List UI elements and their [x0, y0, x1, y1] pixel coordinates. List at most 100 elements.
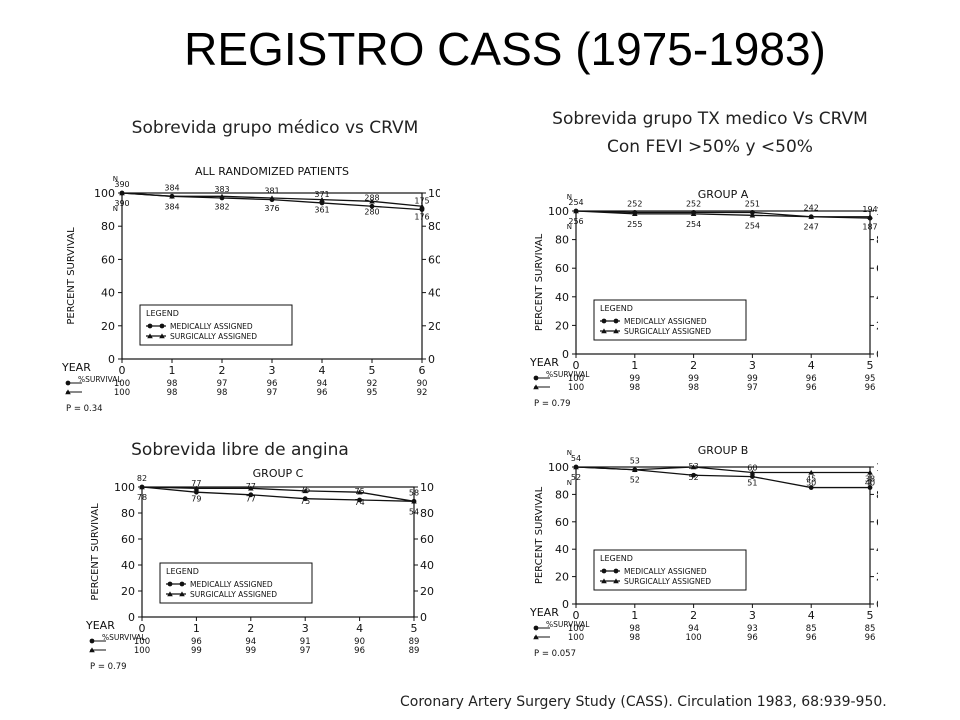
- n-count-medical: 252: [627, 199, 642, 208]
- y-tick-label-left: 40: [555, 543, 569, 556]
- survival-label: %SURVIVAL: [546, 620, 590, 629]
- p-value: P = 0.79: [90, 662, 127, 670]
- n-count-surgical: 78: [137, 493, 147, 502]
- data-point-surgical: [356, 489, 363, 495]
- survival-row-key-marker: [533, 634, 539, 640]
- x-tick-label: 4: [808, 359, 815, 372]
- survival-row-key-marker: [533, 625, 539, 631]
- survival-value-medical: 89: [409, 637, 420, 647]
- data-point-surgical: [808, 214, 814, 219]
- data-point-surgical: [193, 485, 200, 491]
- survival-value-medical: 99: [688, 374, 699, 384]
- series-line-surgical: [141, 486, 415, 502]
- survival-value-medical: 99: [629, 374, 640, 384]
- survival-row-key-marker: [533, 384, 539, 390]
- citation: Coronary Artery Surgery Study (CASS). Ci…: [400, 694, 887, 710]
- data-point-medical: [302, 496, 308, 502]
- data-point-surgical: [139, 484, 145, 490]
- caption-medical-vs-crvm: Sobrevida grupo médico vs CRVM: [131, 118, 419, 138]
- data-point-medical: [248, 492, 254, 498]
- y-tick-label-right: 0: [876, 348, 878, 361]
- x-tick-label: 5: [369, 364, 376, 377]
- y-tick-label-left: 0: [562, 348, 569, 361]
- n-count-surgical: 54: [409, 507, 419, 516]
- x-tick-label: 1: [193, 622, 200, 635]
- data-point-surgical: [302, 488, 308, 494]
- x-tick-label: 0: [573, 359, 580, 372]
- y-tick-label-right: 20: [428, 320, 440, 333]
- survival-value-surgical: 89: [409, 646, 420, 656]
- y-axis-label: PERCENT SURVIVAL: [534, 486, 545, 584]
- survival-value-medical: 85: [865, 624, 876, 634]
- legend-marker: [613, 568, 619, 574]
- n-count-surgical: 256: [568, 217, 583, 226]
- x-tick-label: 1: [631, 609, 638, 622]
- survival-value-surgical: 92: [417, 388, 428, 398]
- chart-svg: GROUP A002020404060608080100100PERCENT S…: [529, 188, 878, 409]
- chart-group-a: GROUP A002020404060608080100100PERCENT S…: [528, 186, 878, 416]
- x-tick-label: 3: [749, 359, 756, 372]
- legend-box: [593, 299, 747, 341]
- n-count-medical: 77: [191, 479, 201, 488]
- n-count-surgical: 79: [191, 494, 201, 503]
- y-tick-label-left: 0: [562, 598, 569, 611]
- data-point-surgical: [411, 498, 417, 504]
- n-count-surgical: 75: [300, 497, 310, 506]
- y-tick-label-left: 20: [121, 585, 135, 598]
- data-point-surgical: [573, 464, 579, 470]
- data-point-surgical: [690, 211, 697, 217]
- legend-marker: [601, 578, 607, 584]
- legend-entry: MEDICALLY ASSIGNED: [190, 580, 273, 589]
- survival-value-surgical: 98: [629, 383, 640, 393]
- n-count-surgical: 52: [689, 473, 699, 482]
- y-tick-label-right: 100: [420, 481, 434, 494]
- survival-row-key-marker: [65, 380, 71, 386]
- y-tick-label-right: 0: [420, 611, 427, 624]
- n-count-medical: 45: [806, 475, 816, 484]
- x-tick-label: 2: [219, 364, 226, 377]
- n-count-medical: 58: [409, 488, 419, 497]
- y-tick-label-right: 60: [420, 533, 434, 546]
- n-count-medical: 371: [314, 190, 329, 199]
- n-count-surgical: 74: [355, 498, 365, 507]
- y-tick-label-right: 60: [428, 253, 440, 266]
- survival-value-medical: 91: [300, 637, 311, 647]
- y-tick-label-right: 100: [876, 461, 878, 474]
- legend-title: LEGEND: [166, 567, 199, 576]
- n-label-bottom: N: [113, 205, 118, 213]
- legend-marker: [159, 333, 165, 339]
- chart-svg: GROUP C002020404060608080100100PERCENT S…: [85, 467, 434, 670]
- survival-value-medical: 92: [367, 379, 378, 389]
- legend-marker: [613, 578, 619, 584]
- legend-box: [139, 304, 293, 346]
- survival-value-medical: 97: [217, 379, 228, 389]
- y-tick-label-right: 0: [428, 353, 435, 366]
- y-tick-label-right: 80: [876, 488, 878, 501]
- survival-value-medical: 90: [354, 637, 365, 647]
- n-count-surgical: 40: [865, 478, 875, 487]
- survival-row-key-marker: [89, 638, 95, 644]
- y-tick-label-right: 60: [876, 262, 878, 275]
- n-count-surgical: 50: [806, 478, 816, 487]
- y-tick-label-left: 100: [548, 205, 569, 218]
- x-tick-label: 0: [119, 364, 126, 377]
- x-tick-label: 6: [419, 364, 426, 377]
- survival-value-surgical: 96: [354, 646, 365, 656]
- survival-value-surgical: 96: [747, 633, 758, 643]
- survival-value-surgical: 96: [865, 383, 876, 393]
- p-value: P = 0.79: [534, 399, 571, 409]
- legend-title: LEGEND: [600, 554, 633, 563]
- survival-value-surgical: 98: [688, 383, 699, 393]
- survival-value-medical: 99: [747, 374, 758, 384]
- caption-angina-free: Sobrevida libre de angina: [131, 440, 349, 460]
- legend-marker: [601, 568, 607, 574]
- survival-value-surgical: 97: [267, 388, 278, 398]
- survival-value-surgical: 98: [629, 633, 640, 643]
- data-point-surgical: [632, 211, 638, 217]
- n-count-medical: 251: [745, 199, 760, 208]
- legend-marker: [179, 591, 185, 597]
- x-tick-label: 2: [690, 359, 697, 372]
- y-tick-label-right: 20: [876, 571, 878, 584]
- survival-value-medical: 94: [317, 379, 328, 389]
- y-tick-label-right: 60: [876, 516, 878, 529]
